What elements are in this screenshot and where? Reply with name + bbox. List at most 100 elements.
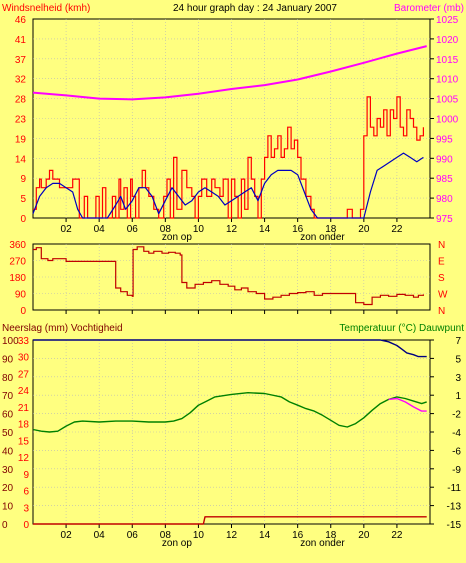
barometer-ytick-label: 980 <box>436 194 453 205</box>
barometer-ytick-label: 1000 <box>436 115 459 126</box>
direction-compass-label: S <box>438 273 445 284</box>
barometer-ytick-label: 1025 <box>436 15 459 26</box>
chart-title: 24 hour graph day : 24 January 2007 <box>173 3 337 14</box>
wind-xtick-label: 18 <box>325 224 337 235</box>
humidity-ytick-label: 40 <box>2 446 14 457</box>
rain-humidity-temperature-panel: 0102030405060708090100036912151821242730… <box>2 336 461 549</box>
temperature-ytick-label: 3 <box>455 373 461 384</box>
rain-ytick-label: 30 <box>18 353 30 364</box>
humidity-ytick-label: 80 <box>2 373 14 384</box>
temperature-ytick-label: -6 <box>452 446 461 457</box>
rain-ytick-label: 27 <box>18 369 30 380</box>
wind-ytick-label: 28 <box>15 95 27 106</box>
temperature-ytick-label: -4 <box>452 428 461 439</box>
humidity-ytick-label: 100 <box>2 336 19 347</box>
rain-ytick-label: 0 <box>23 520 29 531</box>
wind-ytick-label: 37 <box>15 55 27 66</box>
temperature-ytick-label: 5 <box>455 354 461 365</box>
rain-ytick-label: 21 <box>18 403 30 414</box>
wind-xtick-label: 16 <box>292 224 304 235</box>
temperature-ytick-label: 1 <box>455 391 461 402</box>
rain-ytick-label: 12 <box>18 453 30 464</box>
temperature-dewpoint-axis-label: Temperatuur (°C) Dauwpunt <box>339 323 464 334</box>
barometer-ytick-label: 990 <box>436 154 453 165</box>
wind-xtick-label: 12 <box>226 224 238 235</box>
wind-ytick-label: 9 <box>20 174 26 185</box>
temperature-ytick-label: -9 <box>452 465 461 476</box>
rain-humidity-axis-label: Neerslag (mm) Vochtigheid <box>2 323 123 334</box>
wind-xtick-label: 06 <box>127 224 139 235</box>
temperature-line <box>32 392 427 433</box>
barometer-line <box>32 45 427 101</box>
wind-average-line <box>32 152 424 219</box>
humidity-ytick-label: 10 <box>2 502 14 513</box>
barometer-axis-label: Barometer (mb) <box>394 3 464 14</box>
direction-ytick-label: 180 <box>9 273 26 284</box>
wind-ytick-label: 46 <box>15 15 27 26</box>
barometer-ytick-label: 1020 <box>436 35 459 46</box>
wind-xtick-label: 20 <box>358 224 370 235</box>
humidity-ytick-label: 60 <box>2 410 14 421</box>
direction-compass-label: N <box>438 306 445 317</box>
temperature-ytick-label: -15 <box>447 520 462 531</box>
climate-xtick-label: 20 <box>358 530 370 541</box>
wind-xtick-label: 10 <box>193 224 205 235</box>
climate-xtick-label: 02 <box>61 530 73 541</box>
temperature-ytick-label: 7 <box>455 336 461 347</box>
barometer-ytick-label: 1005 <box>436 95 459 106</box>
direction-compass-label: E <box>438 257 445 268</box>
barometer-ytick-label: 1010 <box>436 75 459 86</box>
rain-ytick-label: 15 <box>18 436 30 447</box>
barometer-ytick-label: 995 <box>436 134 453 145</box>
wind-xtick-label: 04 <box>94 224 106 235</box>
humidity-ytick-label: 50 <box>2 428 14 439</box>
climate-xtick-label: 18 <box>325 530 337 541</box>
wind-gust-line <box>33 96 424 219</box>
temperature-ytick-label: -11 <box>447 483 461 494</box>
wind-direction-line <box>33 246 424 306</box>
wind-ytick-label: 14 <box>15 154 27 165</box>
wind-sunset-label: zon onder <box>300 232 345 243</box>
wind-ytick-label: 41 <box>15 35 27 46</box>
rain-ytick-label: 9 <box>23 470 29 481</box>
direction-ytick-label: 0 <box>20 306 26 317</box>
climate-xtick-label: 06 <box>127 530 139 541</box>
climate-sunrise-label: zon op <box>162 538 192 549</box>
wind-axis-label: Windsnelheid (kmh) <box>2 3 90 14</box>
direction-compass-label: N <box>438 240 445 251</box>
direction-compass-label: W <box>438 290 448 301</box>
wind-sunrise-label: zon op <box>162 232 192 243</box>
wind-ytick-label: 19 <box>15 134 27 145</box>
barometer-ytick-label: 1015 <box>436 55 459 66</box>
wind-barometer-panel: 0 5 9 14 19 23 28 32 37 41 46 975 980 985 990 995 1000 10… <box>15 15 459 243</box>
wind-xtick-label: 14 <box>259 224 271 235</box>
humidity-ytick-label: 90 <box>2 354 14 365</box>
rain-ytick-label: 3 <box>23 503 29 514</box>
climate-xtick-label: 10 <box>193 530 205 541</box>
rain-ytick-label: 18 <box>18 420 30 431</box>
wind-ytick-label: 0 <box>20 214 26 225</box>
direction-ytick-label: 270 <box>9 257 26 268</box>
direction-ytick-label: 90 <box>15 290 27 301</box>
humidity-ytick-label: 20 <box>2 483 14 494</box>
direction-ytick-label: 360 <box>9 240 26 251</box>
rain-ytick-label: 6 <box>23 487 29 498</box>
climate-sunset-label: zon onder <box>300 538 345 549</box>
climate-xtick-label: 16 <box>292 530 304 541</box>
barometer-ytick-label: 985 <box>436 174 453 185</box>
wind-xtick-label: 22 <box>391 224 403 235</box>
dewpoint-line <box>388 397 427 412</box>
wind-ytick-label: 32 <box>15 75 27 86</box>
rain-ytick-label: 33 <box>18 336 30 347</box>
climate-xtick-label: 22 <box>391 530 403 541</box>
climate-xtick-label: 12 <box>226 530 238 541</box>
climate-xtick-label: 08 <box>160 530 172 541</box>
humidity-ytick-label: 30 <box>2 465 14 476</box>
wind-ytick-label: 23 <box>15 115 27 126</box>
rain-line <box>33 516 427 525</box>
wind-xtick-label: 08 <box>160 224 172 235</box>
barometer-ytick-label: 975 <box>436 214 453 225</box>
